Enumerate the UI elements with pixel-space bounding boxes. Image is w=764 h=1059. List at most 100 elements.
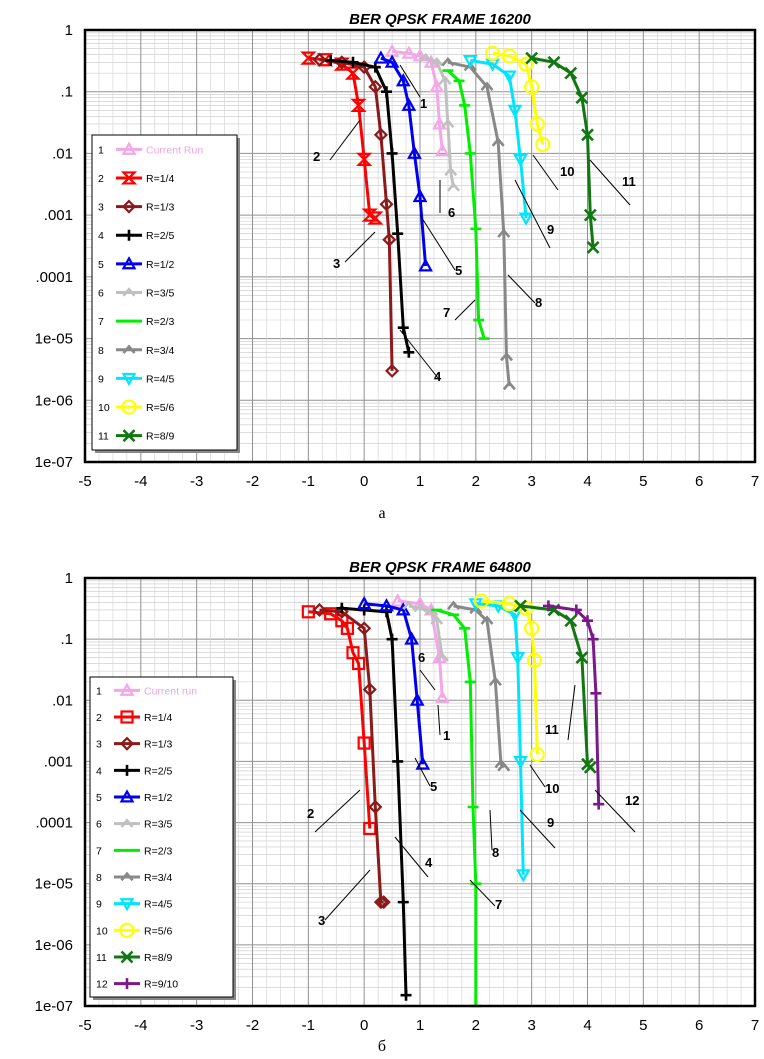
data-point-3 — [385, 363, 400, 378]
x-tick-label: 4 — [583, 473, 591, 490]
series-10 — [484, 45, 551, 153]
data-point-4 — [336, 602, 348, 614]
legend-marker — [121, 199, 137, 214]
x-tick-label: 5 — [639, 1017, 647, 1034]
legend-number: 12 — [96, 979, 108, 991]
legend-item-11: 11 R=8/9 — [96, 950, 172, 964]
data-point-1 — [434, 143, 450, 157]
series-2 — [301, 605, 377, 836]
legend-item-8: 8 R=3/4 — [98, 344, 174, 357]
data-point-1 — [401, 45, 417, 59]
data-point-4 — [386, 147, 398, 159]
legend-item-4: 4 R=2/5 — [98, 229, 174, 242]
data-point-12 — [570, 604, 582, 616]
data-point-8 — [502, 380, 516, 391]
y-tick-label: .001 — [44, 207, 73, 224]
curve-label-8: 8 — [535, 295, 542, 310]
data-point-8 — [469, 604, 483, 615]
data-point-1 — [390, 593, 406, 607]
data-point-9 — [513, 153, 528, 168]
data-point-3 — [379, 197, 394, 212]
ber-chart-64800: BER QPSK FRAME 64800 1 .1 .01 .001 .0001 1e-05… — [35, 559, 760, 1034]
legend-number: 7 — [98, 316, 104, 328]
y-tick-label: .0001 — [35, 815, 73, 832]
ber-chart-16200: BER QPSK FRAME 16200 1 .1 .01 .001 .0001 1e-05… — [35, 11, 760, 490]
legend-marker — [119, 898, 135, 912]
x-tick-label: -4 — [134, 1017, 147, 1034]
x-tick-label: -3 — [190, 473, 203, 490]
data-point-4 — [392, 228, 404, 240]
y-tick-label: 1e-06 — [35, 937, 73, 954]
data-point-11 — [583, 208, 597, 222]
data-point-3 — [362, 682, 377, 697]
legend-number: 1 — [98, 144, 104, 156]
legend-label: R=3/4 — [144, 872, 172, 884]
legend-marker — [119, 682, 135, 696]
legend-number: 3 — [98, 202, 104, 214]
data-point-6 — [447, 182, 460, 192]
data-point-11 — [514, 599, 527, 613]
data-point-2 — [361, 208, 378, 222]
data-point-8 — [480, 615, 494, 625]
data-point-3 — [357, 621, 372, 636]
plot-frame — [83, 576, 757, 1008]
data-point-2 — [300, 51, 317, 65]
data-point-6 — [435, 652, 449, 662]
legend-label: R=3/5 — [144, 819, 172, 831]
data-point-4 — [397, 322, 409, 334]
legend-item-8: 8 R=3/4 — [96, 871, 172, 884]
annotation-leader — [324, 869, 371, 921]
curve-label-2: 2 — [313, 149, 320, 164]
legend-label: R=1/2 — [146, 259, 174, 271]
legend-item-7: 7 R=2/3 — [98, 316, 174, 328]
data-point-4 — [325, 55, 337, 67]
annotation-leader — [529, 764, 546, 788]
legend-label: R=2/5 — [146, 230, 174, 242]
legend-item-12: 12 R=9/10 — [96, 978, 178, 991]
y-tick-label: 1e-05 — [35, 876, 73, 893]
data-point-5 — [401, 97, 417, 111]
data-point-9 — [510, 652, 526, 666]
data-point-4 — [403, 346, 415, 358]
x-tick-label: 2 — [472, 473, 480, 490]
data-point-2 — [344, 66, 362, 80]
data-point-8 — [447, 600, 460, 611]
legend-marker — [121, 256, 137, 270]
data-point-2 — [350, 98, 367, 113]
legend-item-3: 3 R=1/3 — [98, 199, 174, 214]
y-tick-label: .0001 — [35, 269, 73, 286]
curve-label-10: 10 — [560, 164, 574, 179]
data-point-3 — [376, 895, 391, 910]
data-point-3 — [368, 799, 383, 815]
y-tick-label: 1e-05 — [35, 331, 73, 348]
legend-label: R=3/4 — [146, 345, 174, 357]
figure-caption-a: а — [378, 505, 386, 522]
series-line-5 — [380, 56, 428, 267]
series-line-10 — [481, 599, 539, 755]
annotation-leader — [507, 274, 536, 304]
legend-item-5: 5 R=1/2 — [96, 789, 172, 804]
x-tick-label: 7 — [751, 473, 759, 490]
data-point-9 — [462, 55, 478, 69]
curve-label-12: 12 — [625, 793, 639, 808]
y-tick-label: 1e-06 — [35, 392, 73, 409]
data-point-2 — [351, 656, 366, 671]
legend-number: 11 — [96, 952, 107, 964]
series-5 — [356, 595, 431, 770]
data-point-5 — [373, 50, 389, 64]
curve-label-5: 5 — [430, 779, 437, 794]
curve-label-9: 9 — [547, 815, 554, 830]
legend-label: R=2/3 — [146, 316, 174, 328]
data-point-3 — [312, 52, 327, 67]
legend-item-6: 6 R=3/5 — [98, 287, 174, 300]
legend-label: R=5/6 — [146, 402, 174, 414]
data-point-10 — [484, 45, 501, 61]
legend-number: 2 — [96, 712, 102, 724]
series-7 — [431, 608, 482, 1008]
legend-label: R=9/10 — [144, 979, 178, 991]
legend-marker — [120, 818, 134, 828]
figure-b: BER QPSK FRAME 64800 1 .1 .01 .001 .0001 1e-05… — [0, 540, 764, 1059]
curve-label-8: 8 — [492, 845, 499, 860]
data-point-8 — [500, 351, 514, 362]
